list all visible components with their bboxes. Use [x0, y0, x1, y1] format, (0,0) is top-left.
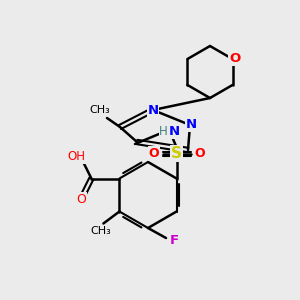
Text: O: O	[148, 147, 159, 160]
Text: N: N	[169, 125, 180, 138]
Text: N: N	[147, 103, 159, 116]
Text: O: O	[229, 52, 240, 65]
Text: O: O	[76, 193, 86, 206]
Text: S: S	[171, 146, 182, 161]
Text: F: F	[169, 233, 178, 247]
Text: N: N	[185, 118, 197, 131]
Text: O: O	[194, 147, 205, 160]
Text: CH₃: CH₃	[90, 226, 111, 236]
Text: OH: OH	[68, 150, 85, 163]
Text: H: H	[159, 125, 168, 138]
Text: CH₃: CH₃	[90, 105, 110, 115]
